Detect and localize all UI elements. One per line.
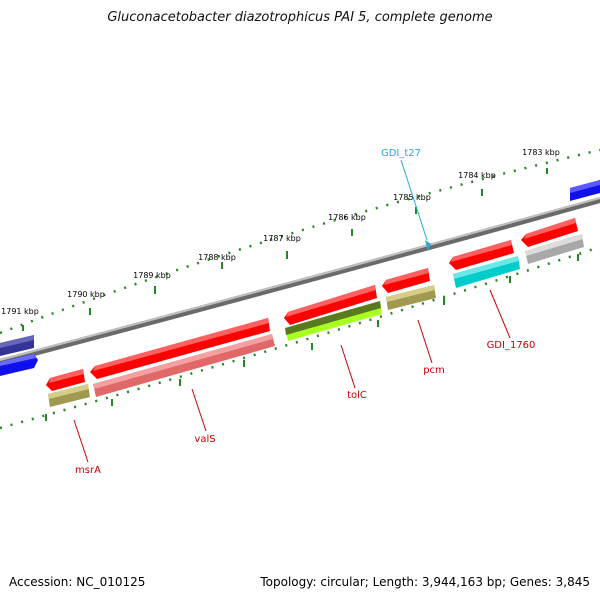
tick-label: 1789 kbp bbox=[133, 271, 171, 280]
outer-major-ticks bbox=[22, 168, 548, 331]
gene-label-tolc: tolC bbox=[347, 390, 367, 401]
gene-label-gdi-t27: GDI_t27 bbox=[381, 148, 421, 159]
forward-strand-genes bbox=[0, 180, 600, 356]
map-title: Gluconacetobacter diazotrophicus PAI 5, … bbox=[107, 10, 493, 25]
gene-label-msra: msrA bbox=[75, 465, 101, 476]
tick-label: 1787 kbp bbox=[263, 234, 301, 243]
gene-label-vals: valS bbox=[194, 434, 215, 445]
inner-major-ticks bbox=[45, 254, 579, 421]
tick-label: 1784 kbp bbox=[458, 171, 496, 180]
topology-text: Topology: circular; Length: 3,944,163 bp… bbox=[260, 575, 590, 589]
reverse-strand-genes-row1 bbox=[0, 218, 578, 391]
tick-label: 1785 kbp bbox=[393, 193, 431, 202]
outer-tick-ring bbox=[0, 148, 600, 335]
tick-label: 1783 kbp bbox=[522, 148, 560, 157]
genome-backbone bbox=[0, 197, 600, 365]
tick-label: 1790 kbp bbox=[67, 290, 105, 299]
tick-label: 1788 kbp bbox=[198, 253, 236, 262]
accession-text: Accession: NC_010125 bbox=[9, 575, 146, 589]
tick-label: 1791 kbp bbox=[1, 307, 39, 316]
gene-gdi-t27 bbox=[425, 240, 431, 251]
gene-label-gdi-1760: GDI_1760 bbox=[487, 340, 536, 351]
tick-label: 1786 kbp bbox=[328, 213, 366, 222]
reverse-strand-genes-row2 bbox=[48, 234, 584, 407]
gene-label-pcm: pcm bbox=[423, 365, 445, 376]
label-leaders bbox=[73, 159, 511, 463]
